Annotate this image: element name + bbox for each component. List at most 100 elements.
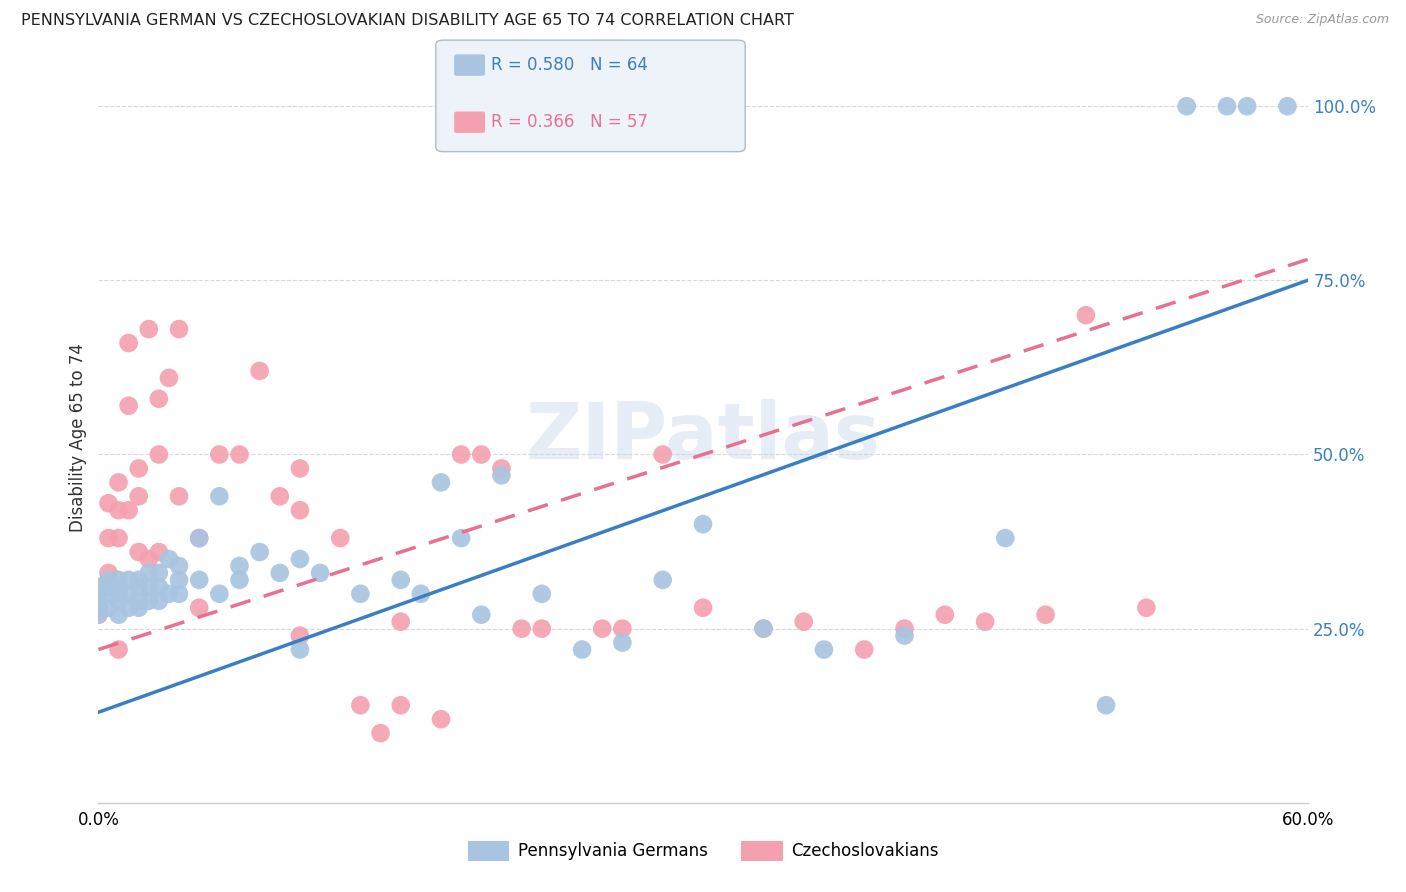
- Point: [752, 622, 775, 636]
- Point: [409, 587, 432, 601]
- Point: [138, 552, 160, 566]
- Point: [118, 336, 141, 351]
- Point: [138, 322, 160, 336]
- Point: [450, 531, 472, 545]
- Point: [118, 503, 141, 517]
- Point: [138, 580, 160, 594]
- Point: [389, 573, 412, 587]
- Point: [530, 622, 553, 636]
- Point: [128, 545, 150, 559]
- Point: [1074, 308, 1097, 322]
- Text: Source: ZipAtlas.com: Source: ZipAtlas.com: [1256, 13, 1389, 27]
- Point: [157, 552, 180, 566]
- Point: [349, 698, 371, 713]
- Text: PENNSYLVANIA GERMAN VS CZECHOSLOVAKIAN DISABILITY AGE 65 TO 74 CORRELATION CHART: PENNSYLVANIA GERMAN VS CZECHOSLOVAKIAN D…: [21, 13, 794, 29]
- Point: [107, 587, 129, 601]
- Point: [107, 573, 129, 587]
- Point: [329, 531, 352, 545]
- Point: [87, 587, 110, 601]
- Point: [107, 475, 129, 490]
- Point: [167, 587, 190, 601]
- Point: [853, 642, 876, 657]
- Point: [167, 322, 190, 336]
- Point: [349, 587, 371, 601]
- Point: [249, 545, 271, 559]
- Point: [470, 448, 492, 462]
- Point: [1175, 99, 1198, 113]
- Point: [934, 607, 956, 622]
- Point: [107, 503, 129, 517]
- Point: [138, 594, 160, 608]
- Point: [87, 594, 110, 608]
- Point: [612, 635, 634, 649]
- Point: [571, 642, 593, 657]
- Point: [1035, 607, 1057, 622]
- Point: [148, 566, 170, 580]
- Point: [148, 545, 170, 559]
- Point: [430, 712, 453, 726]
- Point: [138, 566, 160, 580]
- Point: [97, 600, 120, 615]
- Point: [188, 573, 211, 587]
- Point: [118, 399, 141, 413]
- Point: [97, 580, 120, 594]
- Point: [288, 552, 311, 566]
- Point: [470, 607, 492, 622]
- Text: ZIPatlas: ZIPatlas: [526, 399, 880, 475]
- Point: [157, 371, 180, 385]
- Point: [167, 489, 190, 503]
- Point: [450, 448, 472, 462]
- Point: [128, 600, 150, 615]
- Point: [994, 531, 1017, 545]
- Point: [87, 607, 110, 622]
- Point: [389, 615, 412, 629]
- Point: [188, 531, 211, 545]
- Point: [148, 580, 170, 594]
- Point: [309, 566, 332, 580]
- Point: [692, 600, 714, 615]
- Point: [128, 594, 150, 608]
- Point: [893, 629, 915, 643]
- Point: [1135, 600, 1157, 615]
- Point: [87, 607, 110, 622]
- Point: [288, 461, 311, 475]
- Point: [1095, 698, 1118, 713]
- Point: [288, 503, 311, 517]
- Point: [491, 461, 513, 475]
- Point: [1216, 99, 1239, 113]
- Point: [97, 587, 120, 601]
- Point: [87, 600, 110, 615]
- Point: [97, 531, 120, 545]
- Point: [269, 489, 291, 503]
- Point: [692, 517, 714, 532]
- Point: [188, 600, 211, 615]
- Point: [530, 587, 553, 601]
- Point: [167, 573, 190, 587]
- Point: [107, 580, 129, 594]
- Point: [813, 642, 835, 657]
- Point: [167, 558, 190, 573]
- Point: [370, 726, 392, 740]
- Point: [208, 448, 231, 462]
- Point: [228, 573, 250, 587]
- Point: [118, 573, 141, 587]
- Legend: Pennsylvania Germans, Czechoslovakians: Pennsylvania Germans, Czechoslovakians: [461, 834, 945, 868]
- Point: [651, 573, 673, 587]
- Point: [228, 558, 250, 573]
- Point: [510, 622, 533, 636]
- Text: R = 0.580   N = 64: R = 0.580 N = 64: [491, 56, 648, 74]
- Point: [148, 392, 170, 406]
- Point: [128, 573, 150, 587]
- Point: [793, 615, 815, 629]
- Point: [974, 615, 997, 629]
- Point: [118, 587, 141, 601]
- Point: [107, 594, 129, 608]
- Point: [612, 622, 634, 636]
- Point: [288, 642, 311, 657]
- Point: [87, 600, 110, 615]
- Point: [269, 566, 291, 580]
- Point: [128, 461, 150, 475]
- Point: [118, 600, 141, 615]
- Point: [249, 364, 271, 378]
- Point: [208, 587, 231, 601]
